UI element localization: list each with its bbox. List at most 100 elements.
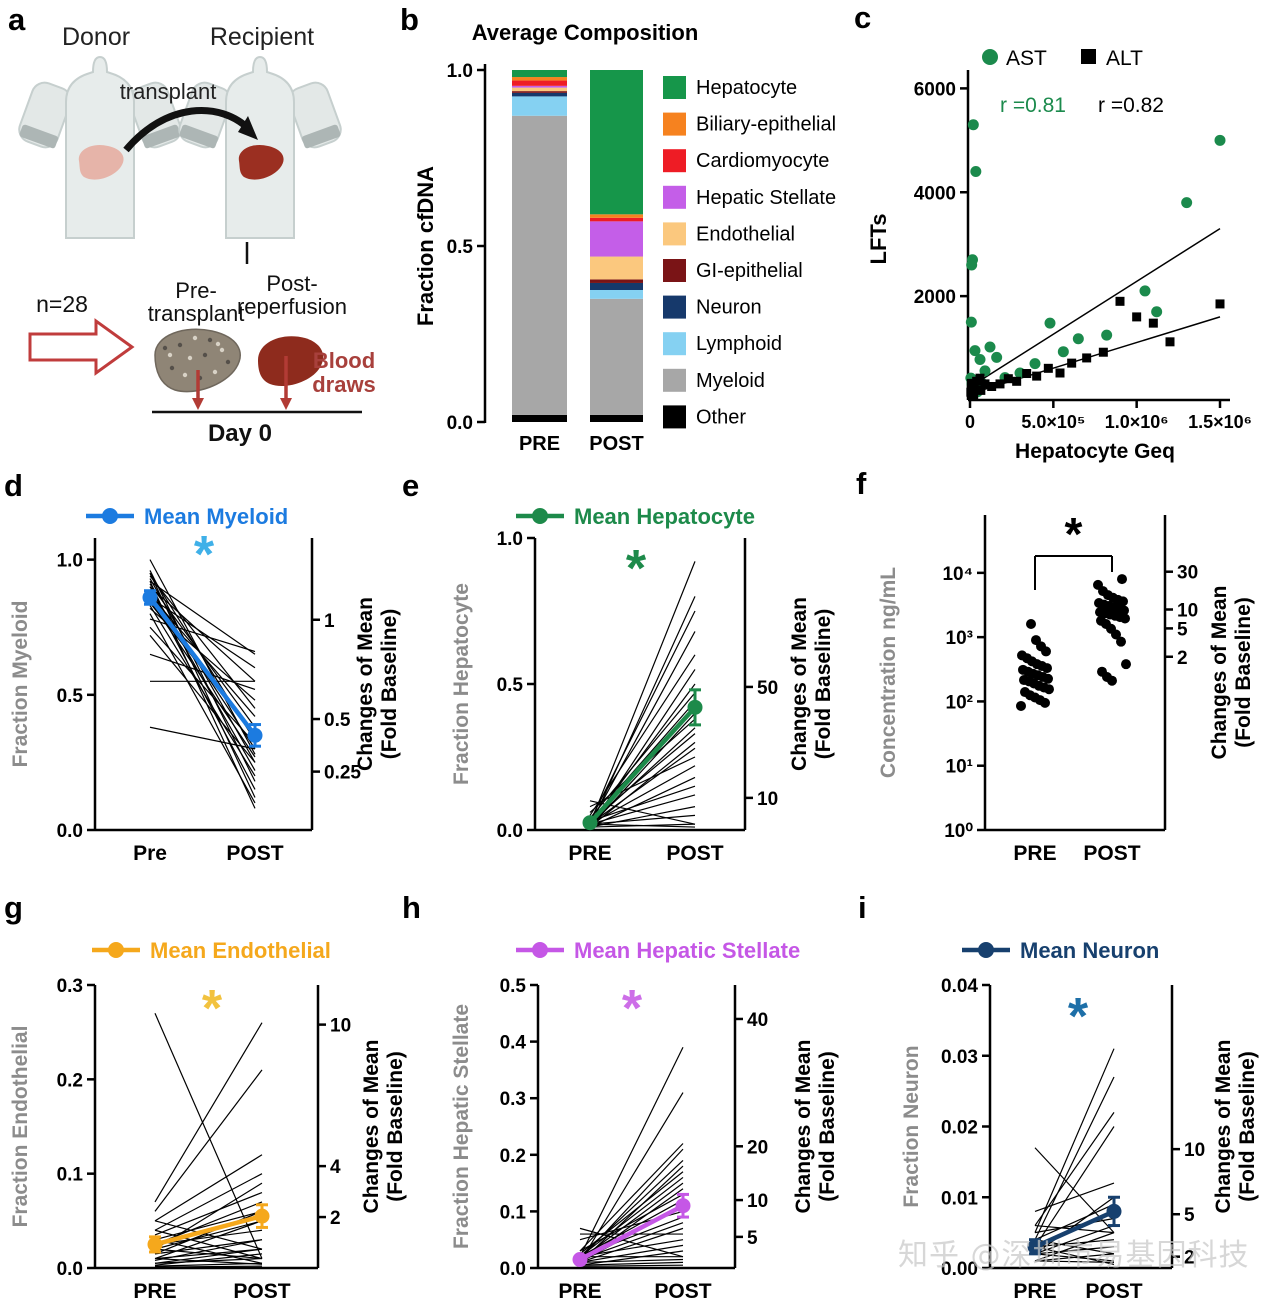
svg-text:POST: POST: [654, 1280, 711, 1303]
svg-text:r =0.82: r =0.82: [1098, 94, 1164, 117]
svg-text:Fraction Hepatocyte: Fraction Hepatocyte: [450, 583, 473, 785]
svg-text:2: 2: [330, 1208, 341, 1229]
svg-text:Changes of Mean: Changes of Mean: [360, 1040, 383, 1214]
svg-text:4: 4: [330, 1157, 341, 1178]
svg-text:0.5: 0.5: [497, 675, 524, 696]
panel-letter-a: a: [8, 2, 26, 37]
transplant-illustration-svg: Donor Recipient transplant n=28 Pre- tra…: [18, 23, 376, 447]
svg-text:1.0: 1.0: [447, 61, 473, 82]
svg-text:10: 10: [757, 789, 778, 810]
panel-f-concentration-dotplot: 10⁰ 10¹ 10² 10³ 10⁴ 30 10 5 2 PRE POST * Concentrati…: [850, 466, 1269, 886]
day0-label: Day 0: [208, 420, 272, 447]
svg-text:Fraction Hepatic Stellate: Fraction Hepatic Stellate: [450, 1004, 473, 1249]
svg-text:0.00: 0.00: [941, 1259, 978, 1280]
svg-text:10³: 10³: [946, 628, 973, 649]
svg-text:Lymphoid: Lymphoid: [696, 333, 782, 355]
svg-text:1: 1: [324, 611, 335, 632]
svg-text:Biliary-epithelial: Biliary-epithelial: [696, 114, 836, 136]
svg-text:10¹: 10¹: [946, 757, 973, 778]
svg-text:POST: POST: [666, 842, 723, 865]
svg-text:1.0: 1.0: [497, 529, 523, 550]
svg-text:PRE: PRE: [1013, 842, 1056, 865]
recipient-liver: [238, 144, 284, 180]
svg-text:0.5: 0.5: [324, 710, 351, 731]
svg-text:0.2: 0.2: [57, 1070, 83, 1091]
svg-text:Mean Hepatic Stellate: Mean Hepatic Stellate: [574, 938, 800, 963]
svg-text:Hepatic Stellate: Hepatic Stellate: [696, 187, 836, 209]
paired-lines-svg: 0.0 0.1 0.2 0.3 10 4 2 PRE POST * Mean Endothelial…: [9, 938, 407, 1303]
svg-text:*: *: [626, 540, 647, 598]
svg-text:2: 2: [1177, 648, 1188, 669]
svg-text:POST: POST: [589, 433, 643, 455]
svg-text:Hepatocyte Geq: Hepatocyte Geq: [1015, 440, 1175, 463]
svg-text:0.02: 0.02: [941, 1118, 978, 1139]
pre-transplant-label-1: Pre-: [175, 278, 217, 303]
paired-lines-svg: 0.00 0.01 0.02 0.03 0.04 10 5 2 PRE POST * Mean Neu…: [900, 938, 1259, 1303]
paired-lines-svg: 0.0 0.5 1.0 50 10 PRE POST * Mean Hepatocyte Frac…: [450, 504, 835, 865]
svg-text:1.0: 1.0: [57, 551, 83, 572]
panel-h-hepatic-stellate-paired-chart: 0.0 0.1 0.2 0.3 0.4 0.5 40 20 10 5 PRE POST * Mean He…: [398, 886, 856, 1306]
panel-letter-f: f: [856, 466, 867, 501]
svg-text:6000: 6000: [914, 79, 956, 100]
svg-text:10: 10: [1184, 1140, 1205, 1161]
svg-text:Concentration ng/mL: Concentration ng/mL: [877, 567, 900, 778]
svg-text:Hepatocyte: Hepatocyte: [696, 77, 797, 99]
svg-text:Neuron: Neuron: [696, 297, 762, 319]
svg-text:0.0: 0.0: [57, 1259, 83, 1280]
svg-text:0.0: 0.0: [57, 821, 83, 842]
svg-text:0.5: 0.5: [57, 686, 84, 707]
panel-letter-d: d: [4, 468, 23, 503]
svg-text:Fraction Endothelial: Fraction Endothelial: [9, 1026, 32, 1228]
svg-text:r =0.81: r =0.81: [1000, 94, 1066, 117]
svg-text:Mean Endothelial: Mean Endothelial: [150, 938, 331, 963]
svg-text:0: 0: [965, 412, 975, 432]
svg-text:2000: 2000: [914, 287, 956, 308]
svg-text:Mean Neuron: Mean Neuron: [1020, 938, 1159, 963]
svg-text:0.1: 0.1: [57, 1165, 84, 1186]
svg-text:40: 40: [747, 1010, 768, 1031]
svg-text:0.5: 0.5: [500, 976, 527, 997]
transplant-arrow: [123, 107, 253, 153]
transplant-label: transplant: [120, 79, 217, 104]
svg-text:0.5: 0.5: [447, 237, 474, 258]
panel-d-myeloid-paired-chart: 0.0 0.5 1.0 1 0.5 0.25 Pre POST * Mean Myeloid Fra…: [0, 466, 420, 886]
svg-text:(Fold Baseline): (Fold Baseline): [1236, 1051, 1259, 1202]
svg-text:Cardiomyocyte: Cardiomyocyte: [696, 150, 829, 172]
svg-text:PRE: PRE: [1013, 1280, 1056, 1303]
post-reperfusion-liver: [258, 336, 324, 387]
recipient-figure: [178, 55, 342, 239]
panel-b-stacked-bar-chart: Average Composition 0.0 0.5 1.0 PRE POST Fract…: [395, 0, 869, 466]
svg-text:5: 5: [747, 1228, 758, 1249]
svg-text:Average Composition: Average Composition: [472, 20, 699, 45]
svg-text:(Fold Baseline): (Fold Baseline): [816, 1051, 839, 1202]
svg-text:0.1: 0.1: [500, 1202, 527, 1223]
paired-lines-svg: 0.0 0.1 0.2 0.3 0.4 0.5 40 20 10 5 PRE POST * Mean He…: [450, 938, 839, 1303]
svg-text:1.0×10⁶: 1.0×10⁶: [1105, 412, 1169, 432]
svg-text:GI-epithelial: GI-epithelial: [696, 260, 803, 282]
svg-text:20: 20: [747, 1137, 768, 1158]
svg-text:Pre: Pre: [133, 842, 167, 865]
svg-text:10: 10: [747, 1191, 768, 1212]
recipient-label: Recipient: [210, 23, 314, 51]
panel-a-illustration: Donor Recipient transplant n=28 Pre- tra…: [0, 0, 395, 466]
svg-text:Changes of Mean: Changes of Mean: [354, 597, 377, 771]
svg-text:*: *: [202, 980, 223, 1038]
svg-text:0.4: 0.4: [500, 1033, 527, 1054]
svg-text:4000: 4000: [914, 183, 956, 204]
svg-text:PRE: PRE: [568, 842, 611, 865]
svg-text:1.5×10⁶: 1.5×10⁶: [1188, 412, 1252, 432]
svg-text:0.0: 0.0: [497, 821, 523, 842]
svg-text:(Fold Baseline): (Fold Baseline): [812, 609, 835, 760]
svg-text:0.3: 0.3: [500, 1089, 526, 1110]
svg-text:*: *: [622, 980, 643, 1038]
svg-text:10: 10: [1177, 601, 1198, 622]
svg-text:LFTs: LFTs: [866, 214, 891, 265]
svg-text:Mean Hepatocyte: Mean Hepatocyte: [574, 504, 755, 529]
post-reperfusion-label-2: reperfusion: [237, 294, 347, 319]
svg-text:5: 5: [1184, 1205, 1195, 1226]
panel-letter-i: i: [858, 890, 867, 925]
svg-text:10²: 10²: [946, 692, 973, 713]
lft-scatter-svg: 2000 4000 6000 0 5.0×10⁵ 1.0×10⁶ 1.5×10⁶ Hepato…: [866, 47, 1252, 463]
panel-letter-e: e: [402, 468, 420, 503]
